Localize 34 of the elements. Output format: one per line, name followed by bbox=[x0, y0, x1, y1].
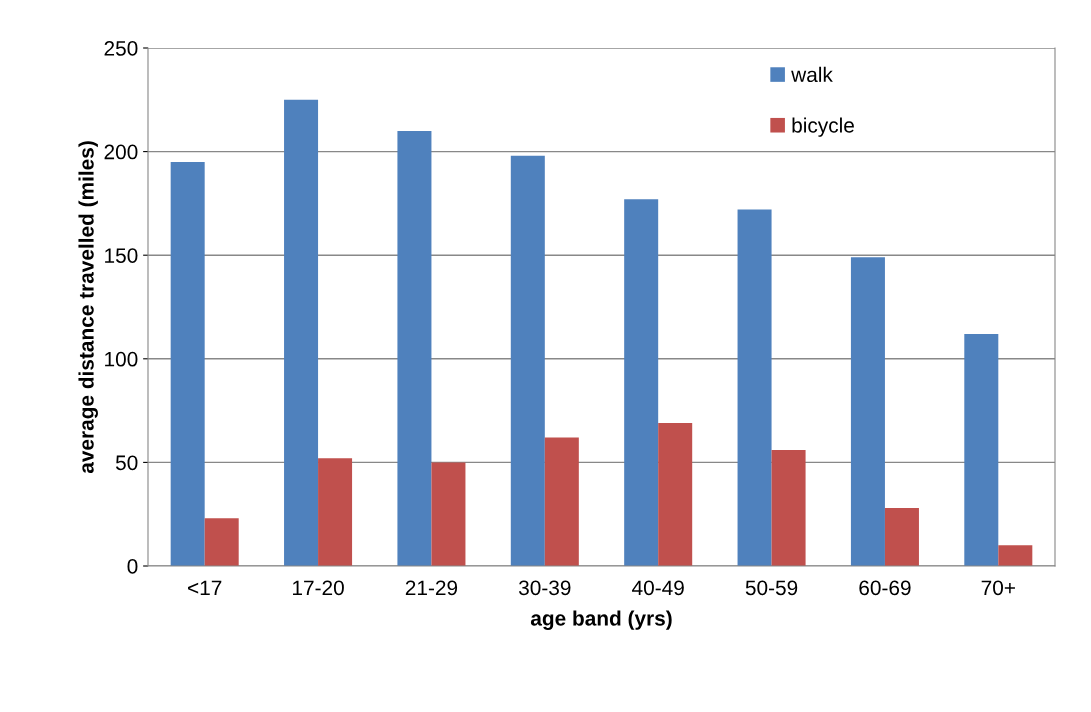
y-tick-label: 50 bbox=[115, 455, 138, 471]
y-axis-title: average distance travelled (miles) bbox=[78, 141, 98, 474]
legend-label: walk bbox=[791, 66, 833, 83]
bar bbox=[431, 462, 466, 566]
x-tick-label: 50-59 bbox=[745, 580, 798, 596]
bar bbox=[850, 257, 885, 566]
bar bbox=[318, 458, 353, 566]
bar bbox=[397, 130, 432, 566]
bar bbox=[624, 199, 659, 566]
x-tick-label: 60-69 bbox=[859, 580, 911, 596]
bar bbox=[284, 99, 319, 566]
y-tick-label: 150 bbox=[105, 248, 138, 263]
legend-label: bicycle bbox=[792, 117, 854, 137]
x-tick-label: <17 bbox=[188, 580, 222, 595]
bar bbox=[998, 545, 1033, 566]
x-tick-label: 30-39 bbox=[518, 580, 571, 596]
bar bbox=[964, 333, 999, 566]
bar bbox=[737, 209, 772, 566]
bar bbox=[170, 161, 205, 566]
x-tick-label: 17-20 bbox=[293, 580, 344, 596]
y-tick-label: 0 bbox=[127, 559, 138, 574]
bar bbox=[544, 437, 579, 566]
bar bbox=[510, 155, 545, 566]
x-axis-title: age band (yrs) bbox=[530, 610, 672, 630]
x-tick-label: 40-49 bbox=[632, 580, 684, 596]
bar bbox=[771, 449, 806, 566]
bar bbox=[204, 518, 239, 566]
y-tick-label: 250 bbox=[104, 41, 138, 56]
x-tick-label: 21-29 bbox=[405, 580, 458, 596]
y-tick-label: 200 bbox=[104, 144, 138, 160]
x-tick-label: 70+ bbox=[981, 580, 1015, 596]
bar bbox=[884, 507, 919, 566]
bar bbox=[658, 423, 693, 566]
y-tick-label: 100 bbox=[105, 351, 138, 367]
